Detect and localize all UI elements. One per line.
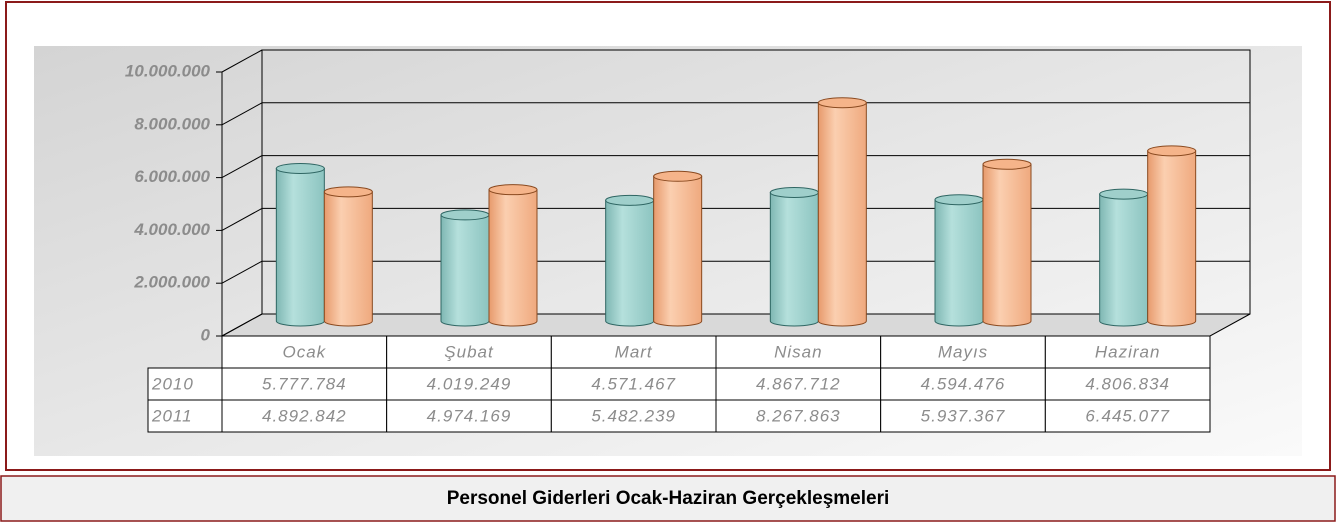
x-tick-label: Nisan	[774, 342, 822, 361]
table-cell	[147, 399, 223, 433]
data-label: 6.445.077	[1085, 406, 1170, 425]
table-cell	[147, 367, 223, 401]
data-label: 4.571.467	[591, 374, 676, 393]
bar-top	[769, 186, 819, 198]
table-cell	[221, 335, 388, 369]
data-label: 4.867.712	[756, 374, 841, 393]
y-tick-label: 0	[201, 325, 211, 344]
bar-top	[1099, 188, 1149, 200]
plot: 0 2.000.000 4.000.000 6.000.000 8.000.000 10.…	[125, 49, 1251, 433]
legend-label: 2010	[151, 374, 194, 393]
bar-top	[934, 194, 984, 206]
table-cell	[550, 399, 717, 433]
bar-top	[653, 170, 703, 182]
bar	[817, 97, 867, 327]
bar-top	[817, 97, 867, 109]
bar-top	[1147, 145, 1197, 157]
y-tick-label: 10.000.000	[125, 61, 211, 80]
table-cell	[386, 367, 552, 401]
bar-body	[440, 214, 490, 327]
grid-line	[221, 313, 263, 337]
data-label: 4.019.249	[427, 374, 512, 393]
x-tick-label: Haziran	[1095, 342, 1161, 361]
data-label: 5.937.367	[921, 406, 1006, 425]
bar-body	[982, 163, 1032, 327]
data-label: 4.594.476	[921, 374, 1006, 393]
chart-title: Personel Giderleri Ocak-Haziran Gerçekle…	[447, 488, 890, 509]
table-cell	[1044, 367, 1211, 401]
data-label: 5.482.239	[591, 406, 676, 425]
bar-body	[817, 102, 867, 327]
table-cell	[550, 367, 717, 401]
data-label: 4.892.842	[262, 406, 347, 425]
bar-top	[982, 158, 1032, 170]
title-bar	[0, 475, 1336, 522]
y-tick-label: 6.000.000	[134, 167, 210, 186]
bar-body	[934, 199, 984, 327]
bar-top	[488, 184, 538, 196]
table-cell	[386, 335, 552, 369]
table-cell	[880, 335, 1046, 369]
data-label: 4.806.834	[1085, 374, 1170, 393]
legend-label: 2011	[151, 406, 193, 425]
bar	[440, 209, 490, 327]
data-label: 4.974.169	[427, 406, 512, 425]
bar-top	[275, 162, 325, 174]
floor	[221, 313, 1251, 337]
bar-top	[323, 186, 373, 198]
bar	[1147, 145, 1197, 327]
bar-body	[1147, 150, 1197, 327]
bar-body	[653, 175, 703, 327]
grid-line	[221, 155, 263, 179]
y-tick-label: 2.000.000	[133, 273, 210, 292]
bar	[982, 158, 1032, 327]
data-label: 8.267.863	[756, 406, 841, 425]
bar	[323, 186, 373, 327]
grid-line	[221, 207, 263, 231]
bar-body	[605, 199, 655, 327]
bar	[769, 186, 819, 327]
y-tick-label: 8.000.000	[134, 114, 210, 133]
table-cell	[550, 335, 717, 369]
x-tick-label: Şubat	[444, 342, 494, 361]
grid-line	[221, 49, 263, 73]
bar-body	[488, 189, 538, 327]
y-tick-label: 4.000.000	[133, 220, 210, 239]
grid-line	[221, 102, 263, 126]
bar	[934, 194, 984, 327]
bar	[1099, 188, 1149, 327]
bar	[653, 170, 703, 327]
bar-body	[1099, 193, 1149, 327]
table-cell	[715, 399, 882, 433]
data-label: 5.777.784	[262, 374, 347, 393]
bar	[605, 194, 655, 327]
x-tick-label: Ocak	[282, 342, 326, 361]
grid-line	[221, 260, 263, 284]
bar-top	[440, 209, 490, 221]
bar	[275, 162, 325, 327]
bar-body	[275, 167, 325, 327]
table-cell	[715, 335, 882, 369]
x-tick-label: Mart	[615, 342, 653, 361]
bar	[488, 184, 538, 327]
x-tick-label: Mayıs	[938, 342, 988, 361]
bar-top	[605, 194, 655, 206]
table-cell	[1044, 399, 1211, 433]
bar-body	[323, 191, 373, 327]
bar-body	[769, 191, 819, 327]
